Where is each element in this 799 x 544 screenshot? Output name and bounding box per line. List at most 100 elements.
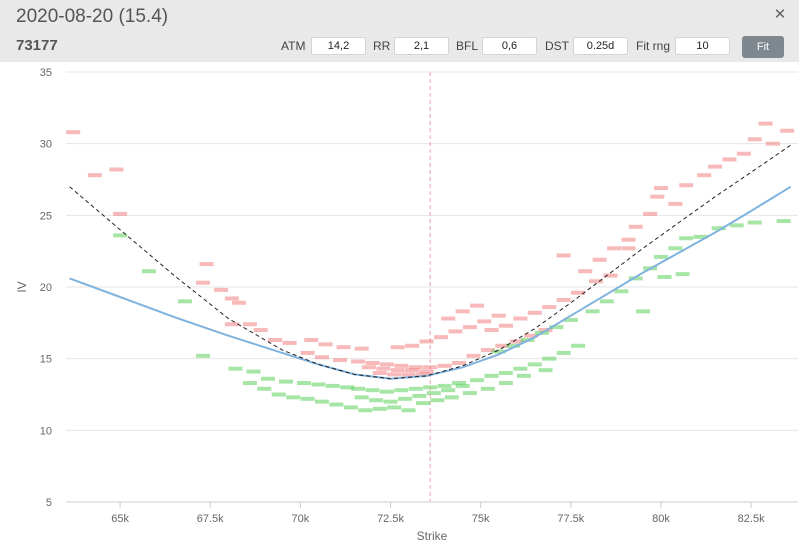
bid-quote-mark (628, 276, 643, 281)
ask-quote-mark (282, 340, 297, 345)
bfl-label: BFL (456, 39, 479, 53)
dst-label: DST (545, 39, 569, 53)
bid-quote-mark (228, 366, 243, 371)
ask-quote-mark (354, 346, 369, 351)
ask-quote-mark (441, 316, 456, 321)
bid-quote-mark (369, 398, 384, 403)
ask-quote-mark (758, 121, 773, 126)
ask-quote-mark (253, 328, 268, 332)
ask-quote-mark (736, 151, 751, 156)
bid-quote-mark (635, 309, 650, 314)
ask-quote-mark (747, 137, 762, 142)
ask-quote-mark (224, 322, 239, 327)
bid-quote-mark (491, 349, 506, 354)
x-tick-label: 75k (472, 513, 490, 525)
ask-quote-mark (109, 167, 124, 172)
ask-quote-mark (571, 290, 586, 295)
ask-quote-mark (87, 173, 102, 178)
fit-button[interactable]: Fit (742, 36, 784, 58)
ask-quote-mark (415, 372, 430, 377)
ask-quote-mark (470, 303, 485, 308)
ask-quote-mark (379, 362, 394, 367)
bid-quote-mark (358, 408, 373, 413)
y-tick-label: 35 (40, 67, 52, 79)
iv-smile-chart: 5 10 15 20 25 30 35 65k 67.5k 70k 72.5k 75k 77.5k 80k… (15, 67, 798, 543)
ask-quote-mark (448, 329, 463, 334)
bid-quote-mark (675, 272, 690, 277)
ask-quote-mark (697, 173, 712, 178)
x-tick-label: 82.5k (738, 513, 765, 525)
dialog-title: 2020-08-20 (15.4) (16, 6, 169, 27)
ask-quote-mark (242, 322, 257, 327)
bid-quote-mark (415, 401, 430, 406)
fit-range-input[interactable] (675, 37, 730, 55)
bid-quote-mark (679, 236, 694, 241)
ask-quote-mark (408, 365, 423, 370)
bid-quote-mark (246, 369, 261, 374)
ask-quote-mark (232, 300, 247, 305)
bid-quote-mark (498, 381, 513, 386)
bid-quote-mark (311, 382, 326, 387)
ask-quote-mark (401, 372, 416, 377)
bid-quote-mark (141, 269, 156, 274)
bid-quotes (113, 219, 791, 413)
ask-quotes (66, 121, 795, 377)
ask-quote-mark (589, 279, 604, 284)
bid-quote-mark (354, 395, 369, 400)
bfl-input[interactable] (482, 37, 537, 55)
bid-quote-mark (351, 386, 366, 391)
bid-quote-mark (599, 299, 614, 304)
bid-quote-mark (242, 381, 257, 386)
bid-quote-mark (480, 386, 495, 391)
ask-quote-mark (390, 345, 405, 350)
ask-quote-mark (214, 287, 229, 292)
bid-quote-mark (343, 405, 358, 410)
ask-quote-mark (455, 309, 470, 314)
bid-quote-mark (412, 393, 427, 398)
bid-quote-mark (372, 406, 387, 411)
rr-input[interactable] (394, 37, 449, 55)
ask-quote-mark (199, 262, 214, 267)
ask-quote-mark (372, 371, 387, 375)
bid-quote-mark (325, 383, 340, 388)
ask-quote-mark (452, 360, 467, 365)
x-tick-label: 77.5k (557, 513, 584, 525)
bid-quote-mark (776, 219, 791, 224)
ask-quote-mark (405, 343, 420, 348)
rr-label: RR (373, 39, 391, 53)
ask-quote-mark (333, 358, 348, 363)
ask-quote-mark (268, 338, 283, 343)
bid-quote-mark (542, 356, 557, 361)
ask-quote-mark (365, 360, 380, 365)
x-tick-label: 80k (652, 513, 670, 525)
ask-quote-mark (434, 335, 449, 340)
bid-quote-mark (614, 289, 629, 294)
ask-quote-mark (394, 363, 409, 368)
ask-quote-mark (607, 246, 622, 251)
ask-quote-mark (336, 345, 351, 350)
ask-quote-mark (361, 365, 376, 370)
dst-input[interactable] (573, 37, 628, 55)
bid-quote-mark (571, 343, 586, 348)
ask-quote-mark (495, 343, 510, 348)
bid-quote-mark (556, 350, 571, 355)
x-tick-label: 65k (111, 513, 129, 525)
ask-quote-mark (390, 368, 405, 373)
ask-quote-mark (300, 350, 315, 355)
ask-quote-mark (527, 310, 542, 315)
smile-curve-line (69, 144, 792, 380)
ask-quote-mark (405, 368, 420, 373)
close-icon[interactable]: ✕ (773, 6, 787, 23)
y-tick-label: 20 (40, 282, 52, 294)
ask-quote-mark (524, 333, 539, 338)
y-tick-label: 15 (40, 354, 52, 366)
bid-quote-mark (498, 371, 513, 375)
ask-quote-mark (66, 130, 81, 135)
bid-quote-mark (278, 379, 293, 384)
atm-input[interactable] (311, 37, 366, 55)
bid-quote-mark (441, 388, 456, 393)
ask-quote-mark (653, 186, 668, 191)
bid-quote-mark (506, 343, 521, 348)
ask-quote-mark (668, 201, 683, 206)
bid-quote-mark (513, 366, 528, 371)
